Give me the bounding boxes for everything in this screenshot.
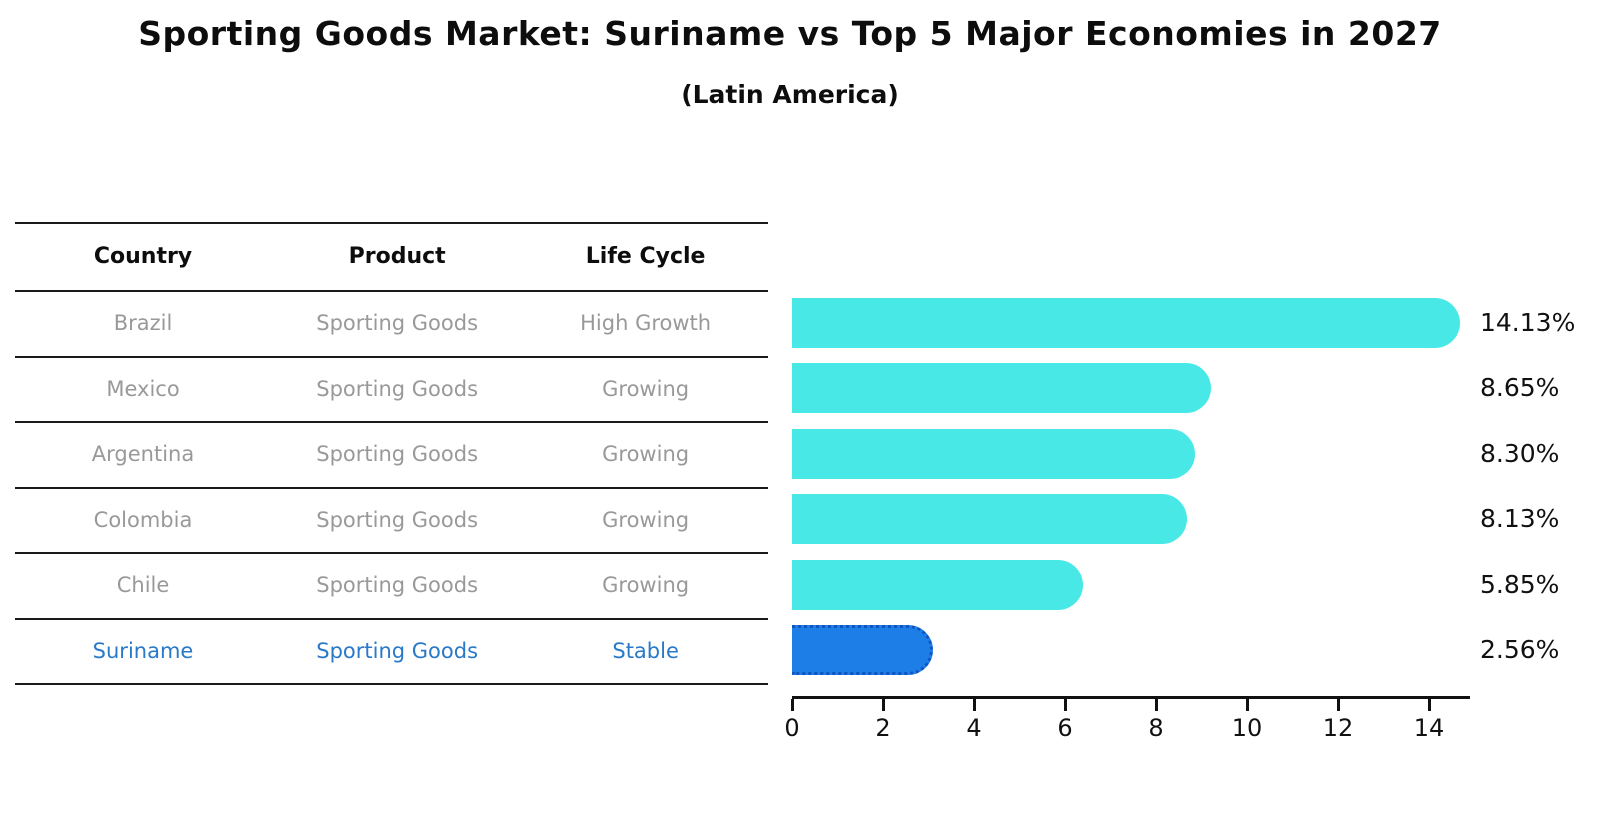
cell-product: Sporting Goods (316, 442, 479, 466)
table-header-product: Product (348, 244, 446, 269)
bar-chile (792, 559, 1084, 610)
x-axis-tick-4 (973, 699, 976, 711)
x-axis-tick-10 (1246, 699, 1249, 711)
table-header-row: Country Product Life Cycle (15, 224, 768, 292)
x-axis-tick-label-10: 10 (1231, 714, 1263, 742)
table-body: Brazil Sporting Goods High Growth Mexico Spo… (15, 292, 768, 685)
value-label-suriname: 2.56% (1480, 635, 1560, 665)
cell-country: Colombia (93, 507, 193, 532)
cell-product: Sporting Goods (316, 376, 479, 401)
cell-product: Sporting Goods (316, 573, 479, 597)
table-row-chile: Chile Sporting Goods Growing (15, 554, 768, 620)
value-label-brazil: 14.13% (1480, 307, 1576, 337)
table-header-life-cycle: Life Cycle (585, 244, 706, 269)
x-axis-tick-8 (1155, 699, 1158, 711)
cell-country: Chile (116, 573, 170, 597)
x-axis-tick-label-12: 12 (1322, 714, 1354, 742)
bar-argentina (792, 428, 1195, 479)
x-axis-tick-14 (1428, 699, 1431, 711)
bar-brazil (792, 297, 1460, 348)
table-row-suriname: Suriname Sporting Goods Stable (15, 620, 768, 685)
cell-life-cycle: Stable (612, 638, 679, 663)
x-axis-tick-label-2: 2 (875, 714, 891, 742)
country-table: Country Product Life Cycle Brazil Sportin… (15, 222, 768, 685)
cell-product: Sporting Goods (316, 507, 479, 532)
value-label-mexico: 8.65% (1480, 373, 1560, 403)
cell-life-cycle: Growing (602, 573, 690, 597)
cell-life-cycle: Growing (602, 507, 690, 532)
bar-suriname (792, 625, 934, 676)
cell-life-cycle: Growing (602, 442, 690, 466)
x-axis-tick-label-14: 14 (1413, 714, 1445, 742)
cell-product: Sporting Goods (316, 638, 479, 663)
table-header-country: Country (93, 244, 193, 269)
cell-life-cycle: High Growth (580, 311, 712, 335)
chart-subtitle: (Latin America) (681, 80, 899, 109)
value-label-colombia: 8.13% (1480, 504, 1560, 534)
cell-country: Suriname (92, 638, 194, 663)
cell-country: Argentina (91, 442, 195, 466)
x-axis-tick-2 (882, 699, 885, 711)
table-row-mexico: Mexico Sporting Goods Growing (15, 358, 768, 423)
value-label-chile: 5.85% (1480, 569, 1560, 599)
bar-mexico (792, 363, 1211, 414)
table-row-argentina: Argentina Sporting Goods Growing (15, 423, 768, 489)
cell-country: Brazil (113, 311, 173, 335)
x-axis-tick-0 (791, 699, 794, 711)
x-axis-tick-label-6: 6 (1057, 714, 1073, 742)
cell-product: Sporting Goods (316, 311, 479, 335)
chart-title: Sporting Goods Market: Suriname vs Top 5… (138, 14, 1442, 53)
x-axis-tick-label-4: 4 (966, 714, 982, 742)
x-axis-tick-label-8: 8 (1148, 714, 1164, 742)
x-axis-tick-6 (1064, 699, 1067, 711)
x-axis-tick-label-0: 0 (784, 714, 800, 742)
table-row-colombia: Colombia Sporting Goods Growing (15, 489, 768, 554)
bar-colombia (792, 494, 1187, 545)
cell-life-cycle: Growing (602, 376, 690, 401)
bar-chart-plot-area: 0 2 4 6 8 10 12 14 (784, 290, 1470, 742)
x-axis-tick-12 (1337, 699, 1340, 711)
table-row-brazil: Brazil Sporting Goods High Growth (15, 292, 768, 358)
cell-country: Mexico (106, 376, 180, 401)
value-label-argentina: 8.30% (1480, 438, 1560, 468)
